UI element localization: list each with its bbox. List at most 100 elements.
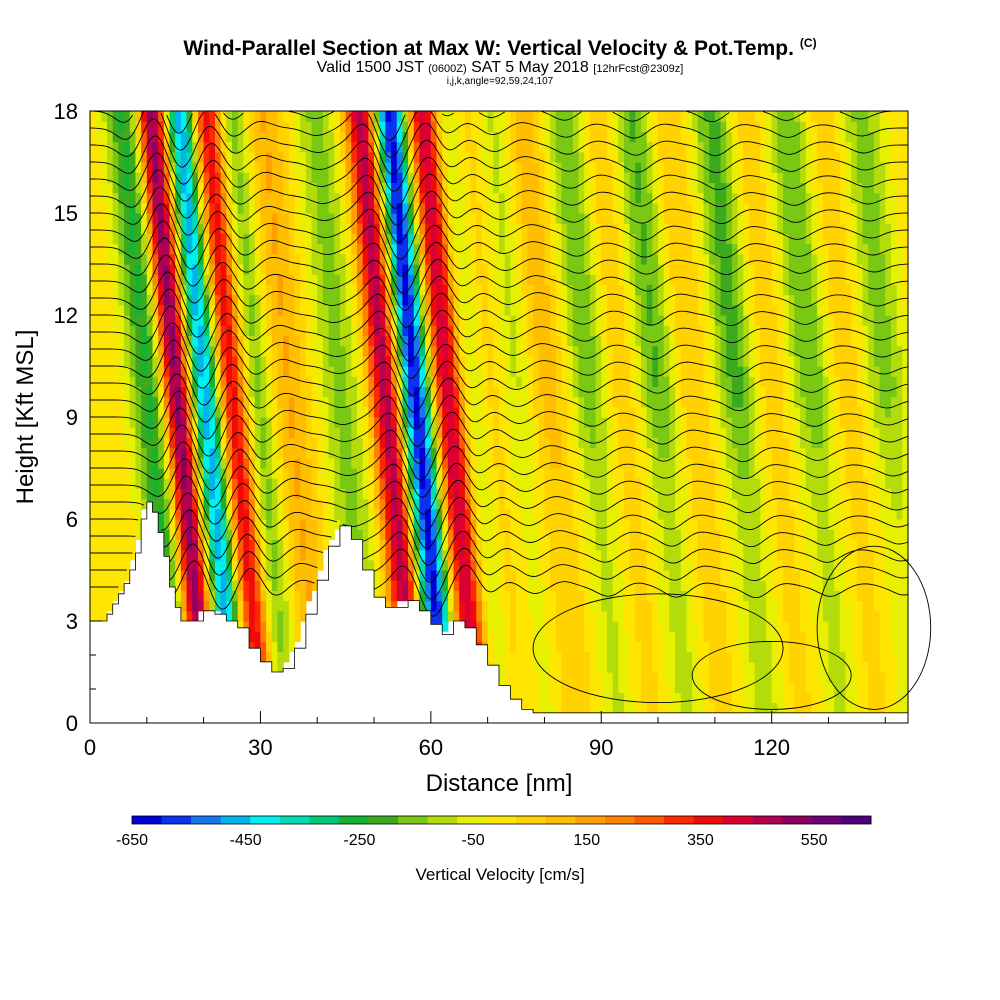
velocity-cell bbox=[209, 539, 216, 551]
velocity-cell bbox=[180, 131, 188, 143]
velocity-cell bbox=[635, 264, 642, 275]
velocity-cell bbox=[527, 274, 534, 285]
velocity-cell bbox=[180, 437, 188, 449]
velocity-cell bbox=[476, 621, 483, 632]
velocity-cell bbox=[544, 345, 551, 357]
velocity-cell bbox=[618, 243, 625, 255]
velocity-cell bbox=[317, 417, 324, 428]
velocity-cell bbox=[288, 406, 296, 418]
velocity-cell bbox=[277, 111, 284, 122]
velocity-cell bbox=[470, 488, 477, 500]
velocity-cell bbox=[442, 457, 449, 469]
velocity-cell bbox=[101, 366, 108, 377]
velocity-cell bbox=[464, 366, 472, 377]
velocity-cell bbox=[277, 549, 284, 561]
velocity-cell bbox=[544, 284, 551, 296]
velocity-cell bbox=[641, 631, 648, 642]
velocity-cell bbox=[249, 335, 256, 347]
velocity-cell bbox=[283, 590, 290, 602]
velocity-cell bbox=[226, 162, 233, 173]
velocity-cell bbox=[606, 519, 614, 530]
velocity-cell bbox=[260, 437, 267, 449]
velocity-cell bbox=[470, 121, 477, 132]
velocity-cell bbox=[612, 386, 619, 398]
velocity-cell bbox=[243, 457, 250, 469]
velocity-cell bbox=[612, 233, 619, 245]
velocity-cell bbox=[589, 335, 597, 347]
velocity-cell bbox=[271, 121, 279, 132]
velocity-cell bbox=[368, 233, 375, 245]
velocity-cell bbox=[300, 549, 307, 561]
velocity-cell bbox=[606, 702, 614, 714]
velocity-cell bbox=[152, 376, 159, 387]
velocity-cell bbox=[555, 294, 563, 306]
velocity-cell bbox=[476, 529, 483, 540]
velocity-cell bbox=[623, 447, 631, 459]
velocity-cell bbox=[533, 121, 540, 132]
velocity-cell bbox=[118, 243, 125, 255]
velocity-cell bbox=[180, 498, 188, 510]
velocity-cell bbox=[254, 406, 262, 418]
velocity-cell bbox=[243, 264, 250, 275]
velocity-cell bbox=[243, 621, 250, 632]
velocity-cell bbox=[408, 253, 415, 265]
velocity-cell bbox=[447, 162, 455, 173]
velocity-cell bbox=[385, 539, 392, 551]
velocity-cell bbox=[476, 243, 483, 255]
velocity-cell bbox=[90, 192, 97, 204]
velocity-cell bbox=[544, 131, 551, 143]
velocity-cell bbox=[249, 600, 256, 612]
velocity-cell bbox=[402, 233, 409, 245]
velocity-cell bbox=[169, 162, 176, 173]
velocity-cell bbox=[209, 519, 216, 530]
velocity-cell bbox=[266, 131, 273, 143]
velocity-cell bbox=[499, 447, 506, 459]
velocity-cell bbox=[516, 570, 523, 581]
velocity-cell bbox=[112, 570, 119, 581]
velocity-cell bbox=[550, 478, 557, 489]
velocity-cell bbox=[516, 406, 523, 418]
velocity-cell bbox=[90, 468, 97, 479]
velocity-cell bbox=[260, 172, 267, 183]
velocity-cell bbox=[561, 111, 568, 122]
velocity-cell bbox=[629, 488, 636, 500]
velocity-cell bbox=[623, 672, 631, 683]
velocity-cell bbox=[408, 457, 415, 469]
velocity-cell bbox=[561, 274, 568, 285]
velocity-cell bbox=[572, 692, 580, 704]
velocity-cell bbox=[368, 202, 375, 214]
velocity-cell bbox=[499, 427, 506, 438]
velocity-cell bbox=[567, 692, 574, 704]
velocity-cell bbox=[300, 580, 307, 591]
velocity-cell bbox=[374, 427, 381, 438]
velocity-cell bbox=[249, 294, 256, 306]
velocity-cell bbox=[459, 396, 466, 408]
velocity-cell bbox=[107, 345, 114, 357]
velocity-cell bbox=[442, 315, 449, 326]
velocity-cell bbox=[430, 529, 438, 540]
velocity-cell bbox=[209, 284, 216, 296]
velocity-cell bbox=[499, 111, 506, 122]
velocity-cell bbox=[476, 233, 483, 245]
velocity-cell bbox=[305, 253, 313, 265]
velocity-cell bbox=[544, 366, 551, 377]
velocity-cell bbox=[220, 355, 227, 367]
velocity-cell bbox=[226, 151, 233, 163]
velocity-cell bbox=[436, 437, 443, 449]
velocity-cell bbox=[95, 182, 102, 194]
velocity-cell bbox=[203, 294, 210, 306]
velocity-cell bbox=[152, 121, 159, 132]
velocity-cell bbox=[356, 366, 364, 377]
velocity-cell bbox=[220, 325, 227, 336]
velocity-cell bbox=[527, 702, 534, 714]
velocity-cell bbox=[311, 447, 318, 459]
velocity-cell bbox=[300, 274, 307, 285]
velocity-cell bbox=[311, 529, 318, 540]
velocity-cell bbox=[544, 447, 551, 459]
velocity-cell bbox=[436, 366, 443, 377]
velocity-cell bbox=[567, 386, 574, 398]
velocity-cell bbox=[328, 386, 335, 398]
velocity-cell bbox=[90, 559, 97, 571]
velocity-cell bbox=[516, 141, 523, 153]
velocity-cell bbox=[408, 447, 415, 459]
